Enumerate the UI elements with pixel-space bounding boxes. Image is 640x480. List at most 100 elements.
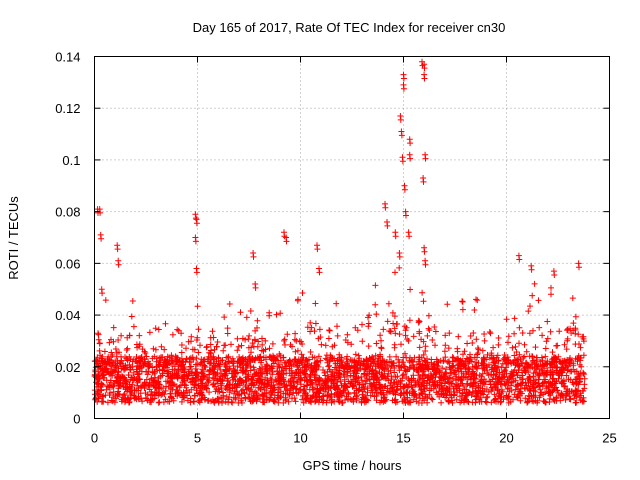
data-point (226, 384, 232, 391)
data-point (467, 333, 474, 339)
data-point (307, 328, 314, 335)
data-point (210, 398, 217, 405)
data-point (354, 379, 361, 386)
data-point (547, 328, 554, 335)
data-point (119, 373, 125, 380)
data-point (505, 339, 511, 346)
data-point (320, 397, 327, 404)
data-point (293, 360, 300, 367)
data-point (476, 372, 483, 379)
data-point (516, 351, 523, 358)
data-point (433, 369, 440, 376)
data-point (209, 366, 216, 373)
data-point (98, 386, 105, 393)
x-tick-label: 25 (602, 431, 616, 446)
data-point (247, 386, 254, 393)
data-point (252, 284, 259, 291)
data-point (112, 368, 119, 375)
data-point (95, 336, 102, 343)
data-point (221, 314, 228, 321)
data-point (537, 386, 544, 393)
data-point (532, 397, 539, 404)
data-point (388, 373, 395, 380)
data-point (275, 378, 282, 385)
data-point (283, 382, 290, 389)
data-point (536, 370, 543, 377)
data-point (457, 365, 464, 372)
data-point (174, 389, 181, 396)
data-point (257, 353, 264, 360)
data-point (321, 369, 328, 376)
data-point (391, 313, 398, 320)
data-point (495, 398, 502, 405)
data-point (254, 324, 260, 331)
data-point (145, 363, 152, 370)
data-point (407, 354, 413, 361)
data-point (502, 381, 509, 388)
data-point (475, 346, 482, 353)
data-point (579, 397, 586, 404)
data-point (561, 357, 568, 364)
data-point (99, 393, 106, 400)
data-point (180, 365, 187, 372)
data-point (214, 369, 221, 376)
data-point (419, 365, 426, 372)
data-point (228, 341, 234, 348)
data-point (243, 382, 249, 389)
data-point (136, 365, 143, 372)
data-point (565, 376, 572, 383)
data-point (444, 301, 451, 308)
data-point (555, 353, 562, 360)
data-point (286, 391, 293, 398)
data-point (436, 388, 442, 395)
data-point (521, 341, 528, 348)
data-point (526, 330, 533, 337)
data-point (222, 360, 229, 367)
data-point (383, 396, 390, 403)
data-point (98, 235, 105, 242)
data-point (185, 338, 192, 345)
data-point (314, 246, 321, 253)
data-point (268, 354, 275, 361)
data-point (440, 384, 447, 391)
data-point (576, 378, 583, 385)
data-point (102, 297, 109, 304)
data-point (549, 349, 556, 356)
data-point (461, 362, 468, 368)
data-point (428, 395, 435, 402)
data-point (519, 369, 525, 376)
data-point (250, 393, 257, 400)
data-point (326, 327, 333, 334)
data-point (445, 374, 452, 381)
data-point (134, 382, 140, 389)
data-point (156, 390, 163, 397)
data-point (459, 298, 466, 305)
data-point (386, 353, 393, 360)
data-point (464, 340, 471, 347)
data-point (188, 333, 195, 340)
data-point (525, 308, 532, 315)
data-point (491, 391, 498, 398)
data-point (566, 396, 573, 402)
data-point (415, 319, 422, 326)
data-point (313, 363, 320, 370)
data-point (471, 307, 478, 313)
data-point (288, 372, 295, 379)
data-point (363, 375, 370, 382)
data-point (284, 331, 291, 338)
data-point (492, 384, 499, 390)
data-point (516, 340, 522, 347)
data-point (149, 355, 156, 362)
data-point (452, 367, 459, 374)
data-point (406, 365, 413, 372)
data-point (181, 377, 188, 384)
data-point (115, 337, 122, 343)
data-point (129, 298, 136, 304)
data-point (393, 387, 400, 394)
data-point (251, 336, 258, 343)
data-point (191, 392, 198, 399)
data-point (158, 385, 165, 391)
data-point (539, 332, 546, 339)
data-point (425, 363, 432, 370)
data-point (539, 369, 546, 375)
